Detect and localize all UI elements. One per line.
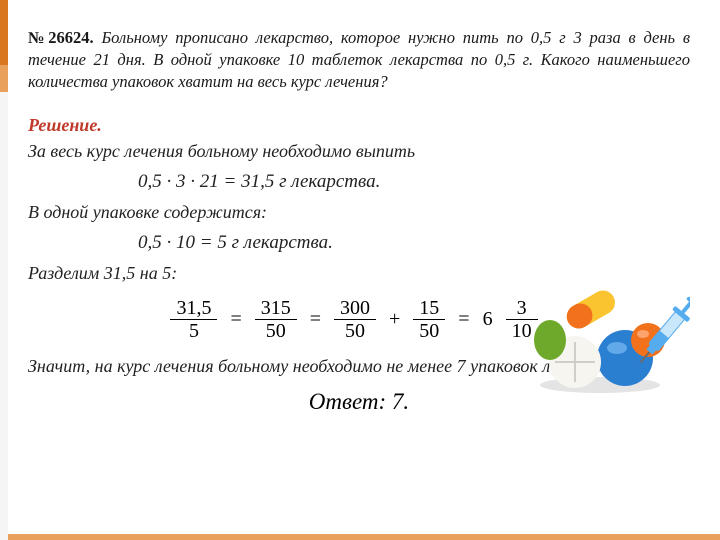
bottom-accent-band — [8, 534, 720, 540]
solution-line-2: В одной упаковке содержится: — [28, 199, 690, 226]
fraction-2: 315 50 — [255, 297, 297, 342]
problem-number: №26624. — [28, 28, 94, 47]
fraction-1: 31,5 5 — [170, 297, 217, 342]
solution-line-1: За весь курс лечения больному необходимо… — [28, 138, 690, 165]
solution-heading: Решение. — [28, 115, 690, 136]
fraction-4: 15 50 — [413, 297, 445, 342]
problem-text: Больному прописано лекарство, которое ну… — [28, 28, 690, 92]
left-accent-stripe — [0, 0, 8, 540]
problem-statement: №26624. Больному прописано лекарство, ко… — [28, 27, 690, 94]
fraction-3: 300 50 — [334, 297, 376, 342]
calculation-2: 0,5 · 10 = 5 г лекарства. — [138, 232, 690, 254]
whole-part: 6 — [483, 308, 493, 331]
calculation-1: 0,5 · 3 · 21 = 31,5 г лекарства. — [138, 171, 690, 193]
pills-illustration — [520, 280, 690, 400]
